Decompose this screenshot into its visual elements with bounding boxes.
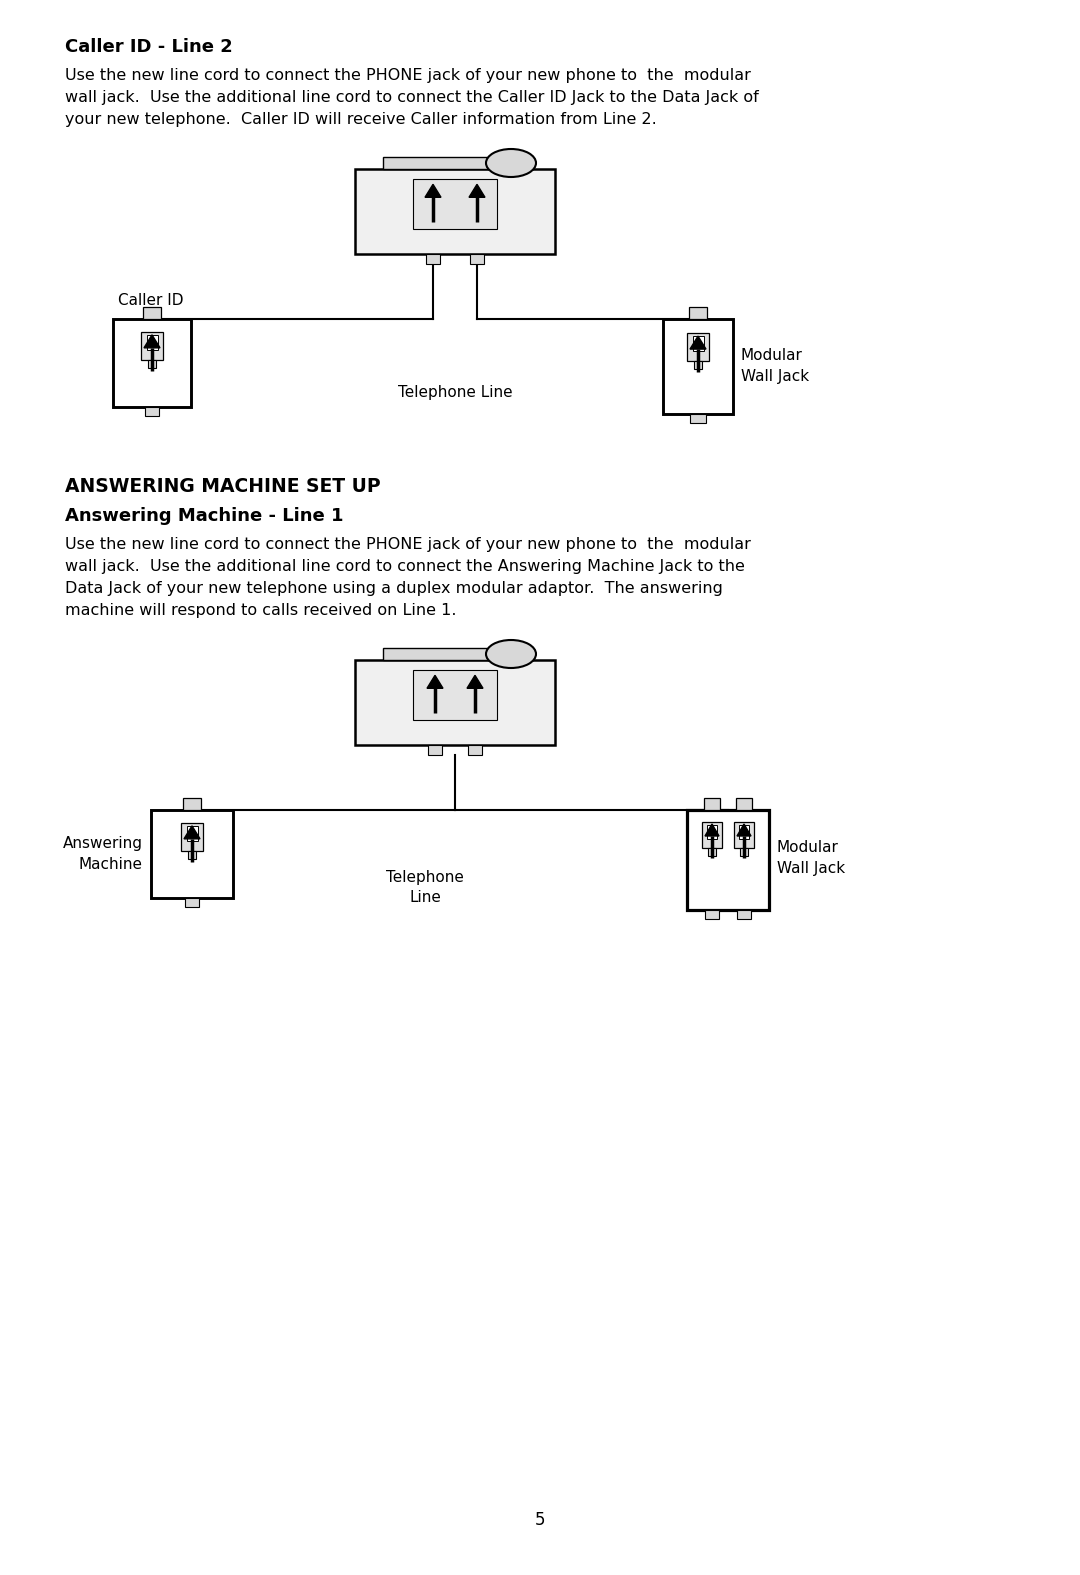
Bar	[185, 898, 199, 907]
Bar	[707, 825, 717, 839]
Bar	[708, 847, 716, 855]
Bar	[141, 332, 163, 361]
Bar	[413, 671, 497, 720]
Bar	[740, 847, 748, 855]
Polygon shape	[690, 335, 706, 350]
Ellipse shape	[486, 639, 536, 668]
Text: Telephone Line: Telephone Line	[397, 386, 512, 400]
Polygon shape	[705, 824, 719, 836]
Bar	[413, 180, 497, 228]
Text: Caller ID - Line 2: Caller ID - Line 2	[65, 38, 233, 57]
Bar	[687, 810, 769, 910]
Bar	[693, 361, 702, 369]
Text: Use the new line cord to connect the PHONE jack of your new phone to  the  modul: Use the new line cord to connect the PHO…	[65, 68, 751, 83]
Polygon shape	[426, 184, 441, 197]
Bar	[426, 254, 440, 265]
Bar	[470, 254, 484, 265]
Bar	[737, 910, 751, 918]
Bar	[690, 414, 706, 424]
Bar	[188, 850, 197, 860]
Bar	[468, 745, 482, 754]
Bar	[181, 824, 203, 850]
Polygon shape	[427, 676, 443, 688]
Bar	[145, 406, 159, 416]
Text: ANSWERING MACHINE SET UP: ANSWERING MACHINE SET UP	[65, 477, 380, 496]
Polygon shape	[467, 676, 483, 688]
Text: 5: 5	[535, 1510, 545, 1529]
Text: your new telephone.  Caller ID will receive Caller information from Line 2.: your new telephone. Caller ID will recei…	[65, 112, 657, 128]
Bar	[692, 335, 703, 351]
Text: Answering Machine - Line 1: Answering Machine - Line 1	[65, 507, 343, 524]
Bar	[689, 307, 707, 320]
Polygon shape	[184, 825, 200, 839]
Bar	[113, 320, 191, 406]
Bar	[739, 825, 750, 839]
Text: Caller ID: Caller ID	[118, 293, 184, 309]
Bar	[687, 334, 708, 361]
Bar	[148, 361, 157, 369]
Text: Modular
Wall Jack: Modular Wall Jack	[741, 348, 809, 383]
Text: Telephone
Line: Telephone Line	[386, 869, 464, 904]
Text: Data Jack of your new telephone using a duplex modular adaptor.  The answering: Data Jack of your new telephone using a …	[65, 581, 723, 595]
Bar	[663, 320, 733, 414]
Text: wall jack.  Use the additional line cord to connect the Caller ID Jack to the Da: wall jack. Use the additional line cord …	[65, 90, 759, 106]
Bar	[383, 158, 527, 169]
Polygon shape	[469, 184, 485, 197]
Text: Modular
Wall Jack: Modular Wall Jack	[777, 839, 846, 876]
Bar	[702, 822, 723, 847]
Polygon shape	[737, 824, 751, 836]
Bar	[187, 825, 198, 841]
Bar	[705, 910, 719, 918]
Bar	[383, 647, 527, 660]
Text: Answering
Machine: Answering Machine	[63, 836, 143, 873]
Text: wall jack.  Use the additional line cord to connect the Answering Machine Jack t: wall jack. Use the additional line cord …	[65, 559, 745, 573]
Text: Use the new line cord to connect the PHONE jack of your new phone to  the  modul: Use the new line cord to connect the PHO…	[65, 537, 751, 551]
Bar	[151, 810, 233, 898]
Bar	[143, 307, 161, 320]
Bar	[735, 799, 752, 810]
Bar	[704, 799, 720, 810]
Ellipse shape	[486, 150, 536, 176]
Bar	[355, 169, 555, 254]
Bar	[183, 799, 201, 810]
Polygon shape	[144, 335, 160, 348]
Bar	[147, 335, 158, 350]
Bar	[734, 822, 754, 847]
Bar	[428, 745, 442, 754]
Bar	[355, 660, 555, 745]
Text: machine will respond to calls received on Line 1.: machine will respond to calls received o…	[65, 603, 457, 617]
